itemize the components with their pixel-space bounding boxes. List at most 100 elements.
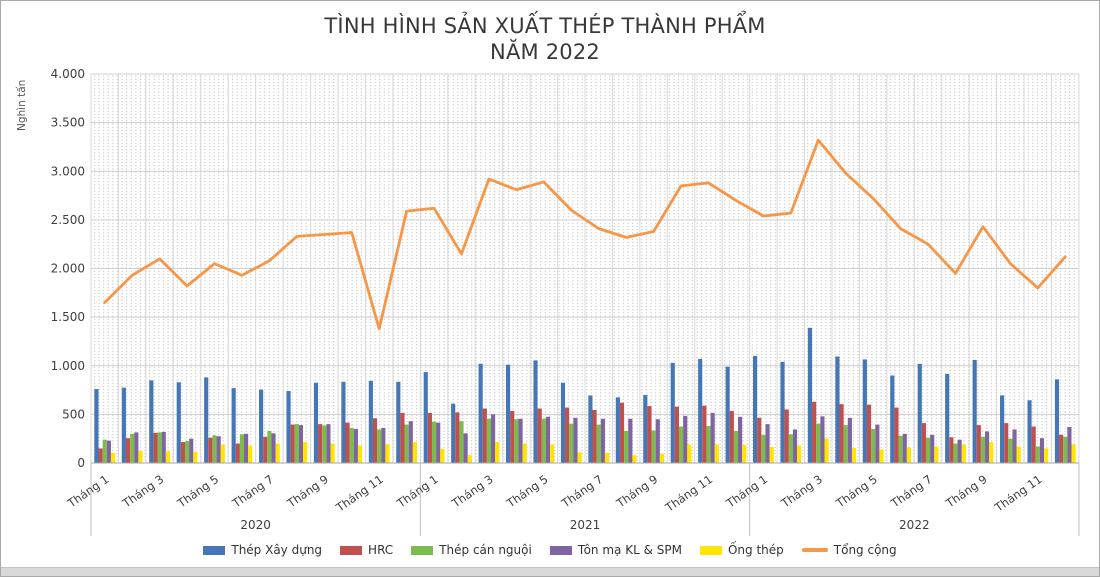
- x-tick-label: Tháng 5: [503, 472, 550, 511]
- bar: [94, 389, 99, 463]
- x-tick-label: Tháng 11: [991, 472, 1044, 515]
- bar: [953, 443, 958, 463]
- bar: [220, 444, 225, 463]
- bar: [1063, 436, 1068, 463]
- bar: [514, 419, 519, 463]
- bar: [208, 437, 213, 463]
- bar: [976, 425, 981, 463]
- bar: [565, 407, 570, 463]
- bar: [1071, 444, 1076, 463]
- bar: [491, 414, 496, 463]
- bar: [345, 422, 350, 463]
- bar: [357, 445, 363, 463]
- bar: [239, 434, 245, 463]
- bar: [949, 437, 954, 463]
- y-tick-label: 3.500: [51, 116, 85, 130]
- bar: [972, 359, 977, 463]
- bar: [467, 455, 472, 463]
- y-tick-label: 2.000: [51, 262, 85, 276]
- bar: [678, 426, 684, 463]
- bar: [706, 426, 711, 463]
- bar: [271, 433, 276, 463]
- bar: [545, 416, 551, 463]
- total-line-series: [103, 138, 1067, 331]
- bar: [761, 434, 766, 463]
- legend-label: Ống thép: [727, 543, 784, 557]
- bar: [784, 409, 789, 463]
- legend-label: HRC: [368, 543, 394, 557]
- bar: [263, 436, 268, 463]
- bar: [298, 425, 304, 463]
- bar: [600, 418, 605, 463]
- bar: [934, 446, 939, 463]
- line-Tổng cộng: [103, 138, 1067, 331]
- bar: [816, 423, 821, 463]
- x-tick-label: Tháng 7: [558, 472, 605, 511]
- bar: [349, 427, 354, 463]
- bar: [216, 436, 221, 463]
- bar: [925, 437, 931, 463]
- bar: [797, 445, 802, 463]
- bar: [757, 417, 762, 463]
- bar: [451, 403, 456, 463]
- bar: [906, 447, 911, 463]
- bar: [482, 408, 487, 463]
- legend-item-Tôn mạ KL & SPM: Tôn mạ KL & SPM: [549, 543, 682, 557]
- bar: [655, 419, 660, 463]
- bar: [377, 429, 382, 463]
- x-tick-label: Tháng 1: [64, 472, 111, 511]
- legend-item-Thép cán nguội: Thép cán nguội: [411, 543, 532, 557]
- y-tick-label: 4.000: [51, 67, 85, 81]
- legend-label: Tôn mạ KL & SPM: [577, 543, 682, 557]
- bar: [945, 374, 950, 463]
- bar: [385, 444, 390, 463]
- bar: [533, 360, 538, 463]
- bar: [687, 444, 692, 463]
- bars-Ống thép: [110, 438, 1076, 463]
- y-tick-label: 2.500: [51, 213, 85, 227]
- x-tick-label: Tháng 11: [333, 472, 386, 515]
- bar: [702, 405, 707, 463]
- bar: [290, 424, 295, 463]
- bar: [577, 452, 582, 463]
- bar: [518, 418, 523, 463]
- bars-HRC: [98, 401, 1064, 463]
- bar: [248, 445, 253, 463]
- legend-swatch: [549, 545, 572, 555]
- bar: [102, 439, 107, 463]
- bar: [440, 448, 445, 463]
- bar: [643, 394, 648, 463]
- x-axis-tick-labels: Tháng 1 Tháng 3 Tháng 5 Tháng 7 Tháng 9 Tháng…: [64, 472, 1044, 515]
- bar: [670, 362, 675, 463]
- bar: [1039, 438, 1045, 463]
- bar: [294, 424, 299, 463]
- bar: [729, 410, 734, 463]
- bar: [698, 358, 703, 463]
- bar: [231, 388, 236, 463]
- bar: [541, 418, 546, 463]
- bar: [615, 397, 620, 463]
- bar: [153, 432, 158, 463]
- bar: [1012, 429, 1017, 463]
- bar: [510, 410, 515, 463]
- bar: [372, 418, 378, 463]
- bar: [930, 434, 935, 463]
- bar: [235, 443, 240, 463]
- legend-label: Thép cán nguội: [439, 543, 532, 557]
- bar: [1004, 423, 1009, 463]
- legend-item-HRC: HRC: [340, 543, 393, 557]
- bar: [851, 447, 857, 463]
- bar: [674, 406, 679, 463]
- bar: [725, 366, 730, 463]
- bar: [792, 429, 798, 463]
- chart-legend: Thép Xây dựng HRC Thép cán nguội Tôn mạ KL …: [1, 540, 1099, 560]
- year-label: 2020: [240, 518, 271, 532]
- bar: [738, 416, 743, 463]
- bar: [560, 382, 566, 463]
- bar: [624, 430, 629, 463]
- bar: [839, 404, 844, 463]
- bar-series: [94, 327, 1076, 463]
- bar: [824, 438, 829, 463]
